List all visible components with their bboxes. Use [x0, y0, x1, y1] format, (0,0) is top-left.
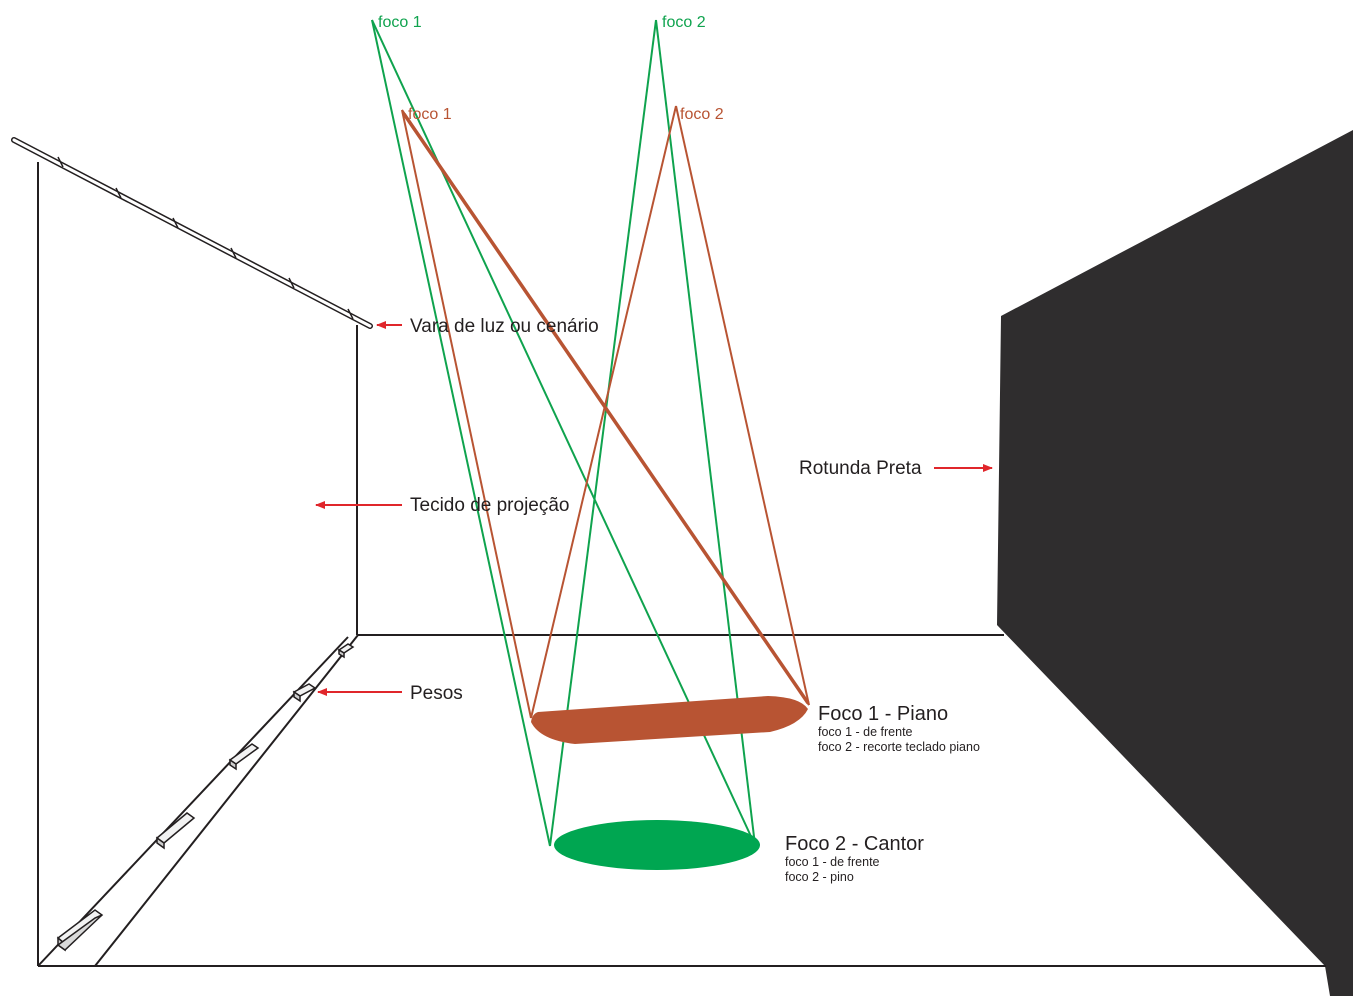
- singer-title: Foco 2 - Cantor: [785, 833, 924, 855]
- weight-block: [56, 909, 104, 952]
- fabric-label: Tecido de projeção: [410, 495, 570, 516]
- green-focus-2-label: foco 2: [662, 14, 706, 31]
- backdrop-label: Rotunda Preta: [799, 458, 922, 479]
- brown-focus-2-label: foco 2: [680, 106, 724, 123]
- green-focus-1-label: foco 1: [378, 14, 422, 31]
- weight-block: [228, 743, 260, 771]
- weights: [56, 643, 355, 952]
- light-batten: [11, 137, 373, 329]
- singer-line-2: foco 2 - pino: [785, 870, 854, 884]
- stage-floor: [38, 634, 1326, 967]
- piano-title: Foco 1 - Piano: [818, 703, 948, 725]
- brown-beam-thick: [402, 113, 810, 704]
- singer-area: [554, 820, 760, 870]
- weight-block: [337, 643, 355, 659]
- weight-block: [292, 683, 317, 703]
- piano-line-1: foco 1 - de frente: [818, 725, 913, 739]
- weight-block: [155, 812, 196, 850]
- black-backdrop: [997, 130, 1353, 996]
- piano-area: [531, 696, 808, 744]
- batten-label: Vara de luz ou cenário: [410, 316, 599, 337]
- piano-line-2: foco 2 - recorte teclado piano: [818, 740, 980, 754]
- weights-label: Pesos: [410, 683, 463, 704]
- brown-focus-1-label: foco 1: [408, 106, 452, 123]
- projection-fabric: [37, 162, 358, 967]
- singer-line-1: foco 1 - de frente: [785, 855, 880, 869]
